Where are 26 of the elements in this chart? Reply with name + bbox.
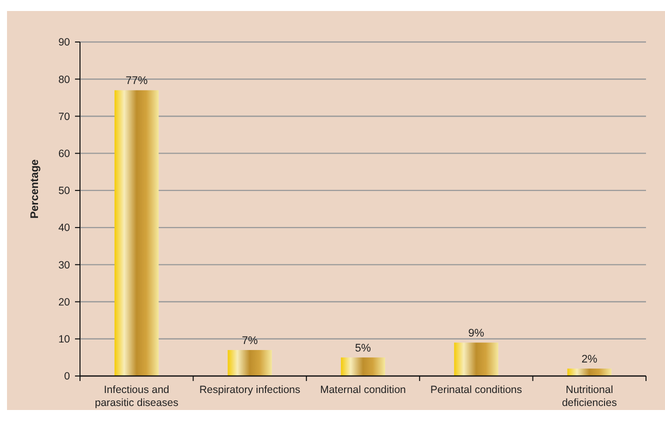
y-tick-label: 40 [58,222,70,234]
y-tick-label: 80 [58,74,70,86]
x-tick-label: Perinatal conditions [430,384,522,396]
y-axis-title: Percentage [29,159,41,219]
data-label: 9% [468,328,484,340]
bar [114,90,159,376]
bar [567,368,612,376]
bar [228,350,272,376]
data-label: 2% [581,354,598,366]
y-tick-label: 70 [58,110,70,123]
data-label: 7% [242,335,258,348]
y-tick-label: 90 [58,36,70,49]
y-tick-label: 60 [58,148,70,160]
bar [454,342,498,376]
data-label: 5% [355,342,372,354]
y-tick-label: 50 [58,185,70,198]
bar [340,357,386,376]
x-tick-label: Nutritional deficiencies [562,384,617,409]
y-tick-label: 30 [58,259,70,272]
y-tick-label: 10 [58,334,70,346]
x-tick-label: Maternal condition [320,384,406,396]
y-tick-label: 0 [64,370,70,383]
x-tick-label: Infectious and parasitic diseases [94,384,178,409]
y-tick-label: 20 [58,296,70,308]
x-tick-label: Respiratory infections [199,384,300,396]
data-label: 77% [126,75,148,88]
